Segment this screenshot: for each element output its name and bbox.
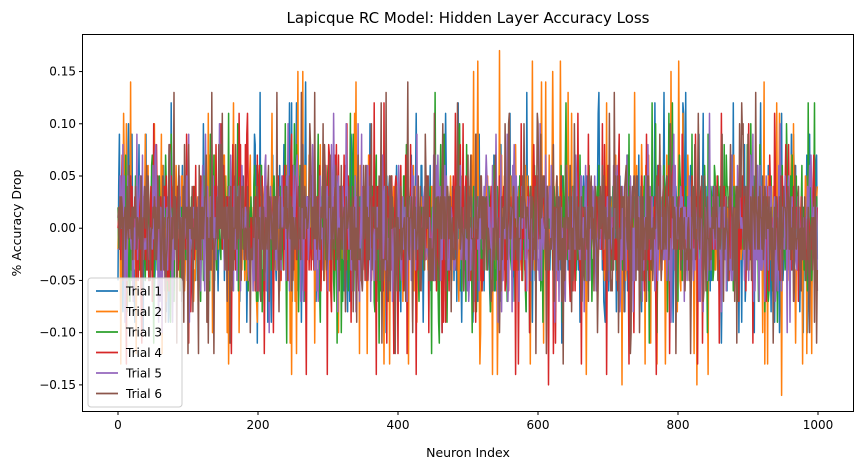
y-tick-label: 0.10: [49, 117, 76, 131]
y-tick-label: 0.00: [49, 221, 76, 235]
y-tick-label: −0.05: [39, 273, 76, 287]
legend-label: Trial 4: [125, 346, 162, 360]
legend-label: Trial 5: [125, 367, 162, 381]
x-tick-label: 200: [247, 418, 270, 432]
legend-box: [87, 277, 183, 408]
series-line-6: [117, 81, 819, 365]
x-tick-label: 600: [527, 418, 550, 432]
legend-label: Trial 6: [125, 387, 162, 401]
x-axis-label: Neuron Index: [426, 445, 510, 460]
legend-label: Trial 1: [125, 285, 162, 299]
y-tick-label: −0.15: [39, 378, 76, 392]
x-tick-label: 1000: [803, 418, 834, 432]
plot-frame: [82, 34, 854, 412]
legend-label: Trial 2: [125, 305, 162, 319]
x-tick-label: 400: [387, 418, 410, 432]
x-tick-label: 800: [667, 418, 690, 432]
plot-area: [117, 49, 819, 397]
x-axis: 0 200 400 600 800 1000: [114, 411, 833, 432]
chart-title: Lapicque RC Model: Hidden Layer Accuracy…: [286, 9, 649, 27]
y-axis: −0.15 −0.10 −0.05 0.00 0.05 0.10 0.15: [39, 65, 83, 392]
legend: Trial 1 Trial 2 Trial 3 Trial 4 Trial 5 Trial…: [87, 277, 183, 408]
y-tick-label: 0.15: [49, 65, 76, 79]
y-axis-label: % Accuracy Drop: [9, 169, 24, 276]
y-tick-label: 0.05: [49, 169, 76, 183]
y-tick-label: −0.10: [39, 326, 76, 340]
legend-label: Trial 3: [125, 326, 162, 340]
x-tick-label: 0: [114, 418, 122, 432]
